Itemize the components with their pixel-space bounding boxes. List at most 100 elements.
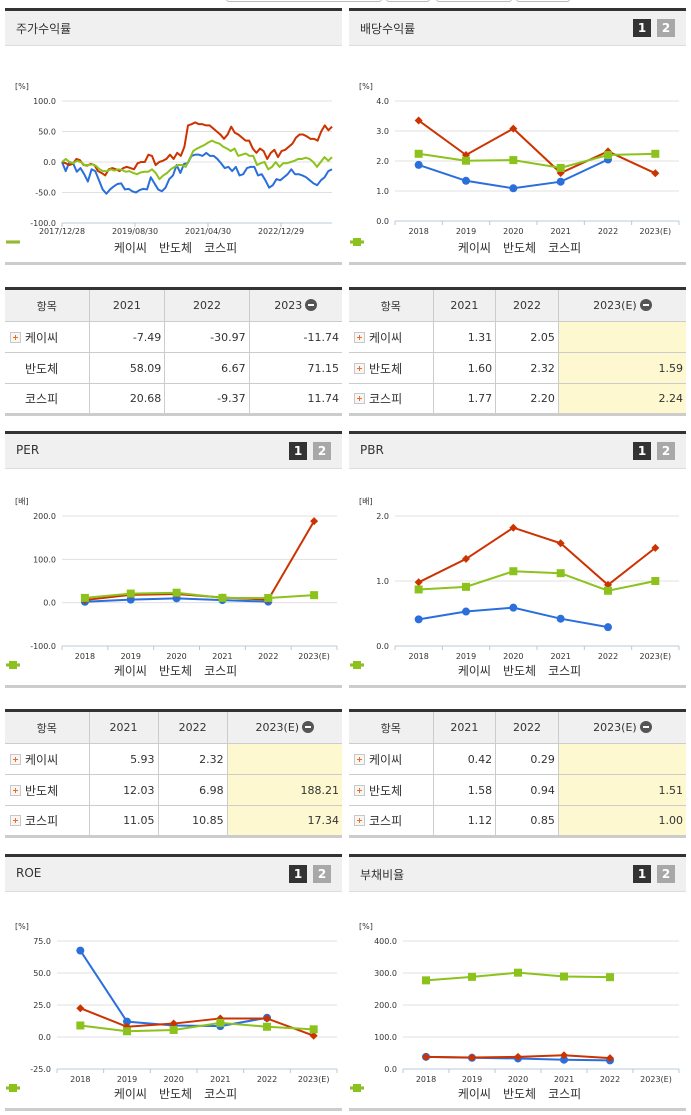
- legend-item-semi[interactable]: 반도체: [350, 237, 536, 256]
- expand-row-icon[interactable]: [354, 362, 365, 374]
- legend-item-kc[interactable]: 케이씨: [350, 660, 491, 679]
- chart-title: 부채비율: [360, 868, 405, 882]
- row-label-text: 케이씨: [25, 330, 59, 345]
- legend-item-kospi[interactable]: 코스피: [350, 660, 581, 679]
- per-panel: PER 1 2 [배] 200.0 100.0 0.0 -100.0 2018 2019 20…: [5, 431, 342, 691]
- toolbar-stub-button[interactable]: [516, 0, 570, 2]
- table-row: 케이씨 1.31 2.05: [349, 321, 686, 353]
- chart-pager: 1 2: [289, 442, 331, 460]
- table-cell: 2.24: [558, 383, 686, 416]
- svg-text:400.0: 400.0: [374, 937, 397, 946]
- page-1-button[interactable]: 1: [633, 865, 651, 883]
- page-2-button[interactable]: 2: [313, 865, 331, 883]
- legend-label: 반도체: [502, 664, 537, 678]
- roe-panel: ROE 1 2 [%] 75.0 50.0 25.0 0.0 -25.0 2018 2019 2…: [5, 854, 342, 1114]
- dividend-yield-panel: 배당수익률 1 2 [%] 4.0 3.0 2.0 1.0 0.0 2018 2019 2020…: [349, 8, 686, 268]
- column-header-item: 항목: [5, 710, 90, 744]
- svg-text:2022: 2022: [257, 1075, 277, 1084]
- legend-label: 반도체: [158, 1087, 193, 1101]
- legend-item-kospi[interactable]: 코스피: [350, 237, 582, 256]
- expand-row-icon[interactable]: [354, 753, 365, 765]
- legend-item-kc[interactable]: 케이씨: [6, 1083, 147, 1102]
- page-2-button[interactable]: 2: [657, 865, 675, 883]
- top-toolbar-cutoff: [0, 0, 691, 4]
- toolbar-stub-button[interactable]: [436, 0, 512, 2]
- page-1-button[interactable]: 1: [633, 19, 651, 37]
- svg-text:1.0: 1.0: [376, 577, 389, 586]
- svg-text:2021: 2021: [212, 652, 232, 661]
- expand-row-icon[interactable]: [354, 784, 365, 796]
- row-label-text: 케이씨: [369, 752, 403, 767]
- legend-item-kc[interactable]: 케이씨: [6, 660, 147, 679]
- line-chart: [%]4.0 3.0 2.0 1.0 0.0 2018 2019 2020 2021 2022 20…: [359, 82, 680, 236]
- chart-legend: 케이씨 반도체 코스피: [5, 237, 342, 257]
- table-cell: 2.05: [495, 321, 559, 353]
- expand-row-icon[interactable]: [10, 815, 21, 826]
- column-header-year: 2023(E): [558, 710, 686, 744]
- collapse-column-icon[interactable]: [639, 721, 652, 733]
- expand-row-icon[interactable]: [10, 784, 21, 796]
- expand-row-icon[interactable]: [10, 331, 21, 343]
- svg-text:2019: 2019: [462, 1075, 482, 1084]
- table-row: 반도체 1.60 2.32 1.59: [349, 352, 686, 384]
- column-header-year: 2022: [495, 288, 559, 322]
- toolbar-stub-button[interactable]: [226, 0, 382, 2]
- collapse-column-icon[interactable]: [639, 299, 652, 311]
- expand-row-icon[interactable]: [354, 815, 365, 826]
- legend-item-kospi[interactable]: 코스피: [6, 660, 237, 679]
- legend-label: 코스피: [548, 241, 582, 255]
- svg-text:-100.0: -100.0: [30, 642, 56, 651]
- page-1-button[interactable]: 1: [289, 865, 307, 883]
- expand-row-icon[interactable]: [354, 393, 365, 404]
- page-2-button[interactable]: 2: [657, 442, 675, 460]
- chart-header: 부채비율 1 2: [349, 854, 686, 892]
- legend-item-semi[interactable]: 반도체: [6, 660, 192, 679]
- debt-ratio-panel: 부채비율 1 2 [%] 400.0 300.0 200.0 100.0 0.0 2018 2…: [349, 854, 686, 1114]
- dividend-yield-chart: [%] 4.0 3.0 2.0 1.0 0.0 2018 2019 2020 2021 2022 20…: [349, 46, 686, 265]
- debt-ratio-chart: [%] 400.0 300.0 200.0 100.0 0.0 2018 2019 2020 20…: [349, 892, 686, 1111]
- collapse-column-icon[interactable]: [305, 299, 318, 311]
- svg-text:2018: 2018: [75, 652, 95, 661]
- expand-row-icon[interactable]: [354, 331, 365, 343]
- legend-label: 케이씨: [113, 1087, 147, 1101]
- legend-item-semi[interactable]: 반도체: [6, 1083, 193, 1102]
- legend-item-kospi[interactable]: 코스피: [6, 1083, 237, 1102]
- toolbar-stub-button[interactable]: [386, 0, 430, 2]
- roe-chart: [%] 75.0 50.0 25.0 0.0 -25.0 2018 2019 2020 2021 2…: [5, 892, 342, 1111]
- expand-row-icon[interactable]: [10, 753, 21, 765]
- collapse-column-icon[interactable]: [302, 721, 315, 733]
- stock-return-panel: 주가수익률 [%] 100.0 50.0 0.0 -50.0 -100.0 2017/12/…: [5, 8, 342, 268]
- legend-item-kospi[interactable]: 코스피: [350, 1083, 581, 1102]
- svg-text:2022: 2022: [598, 227, 618, 236]
- svg-text:2019: 2019: [121, 652, 141, 661]
- table-cell: 20.68: [89, 383, 166, 416]
- legend-item-semi[interactable]: 반도체: [6, 239, 192, 256]
- page-2-button[interactable]: 2: [313, 442, 331, 460]
- row-label: 반도체: [349, 774, 434, 806]
- table-cell: 2.32: [495, 352, 559, 384]
- table-cell: 11.05: [89, 805, 159, 838]
- legend-item-kospi[interactable]: 코스피: [6, 239, 237, 256]
- legend-item-kc[interactable]: 케이씨: [350, 237, 491, 256]
- table-cell: 0.94: [495, 774, 559, 806]
- svg-text:2019: 2019: [456, 652, 476, 661]
- page-1-button[interactable]: 1: [289, 442, 307, 460]
- legend-item-semi[interactable]: 반도체: [350, 660, 537, 679]
- svg-text:3.0: 3.0: [376, 127, 389, 136]
- table-cell: 6.98: [158, 774, 228, 806]
- svg-text:4.0: 4.0: [376, 97, 389, 106]
- svg-text:2018: 2018: [416, 1075, 436, 1084]
- row-label: 케이씨: [5, 743, 90, 775]
- legend-label: 케이씨: [457, 664, 491, 678]
- row-label-text: 반도체: [369, 783, 403, 798]
- chart-header: 배당수익률 1 2: [349, 8, 686, 46]
- row-label: 케이씨: [5, 321, 90, 353]
- legend-item-kc[interactable]: 케이씨: [6, 239, 147, 256]
- svg-text:2023(E): 2023(E): [640, 227, 672, 236]
- legend-item-semi[interactable]: 반도체: [350, 1083, 536, 1102]
- legend-item-kc[interactable]: 케이씨: [350, 1083, 491, 1102]
- table-cell: 1.31: [433, 321, 497, 353]
- page-1-button[interactable]: 1: [633, 442, 651, 460]
- page-2-button[interactable]: 2: [657, 19, 675, 37]
- line-chart: [배]2.0 1.0 0.0 2018 2019 2020 2021 2022 2023(E): [359, 497, 680, 661]
